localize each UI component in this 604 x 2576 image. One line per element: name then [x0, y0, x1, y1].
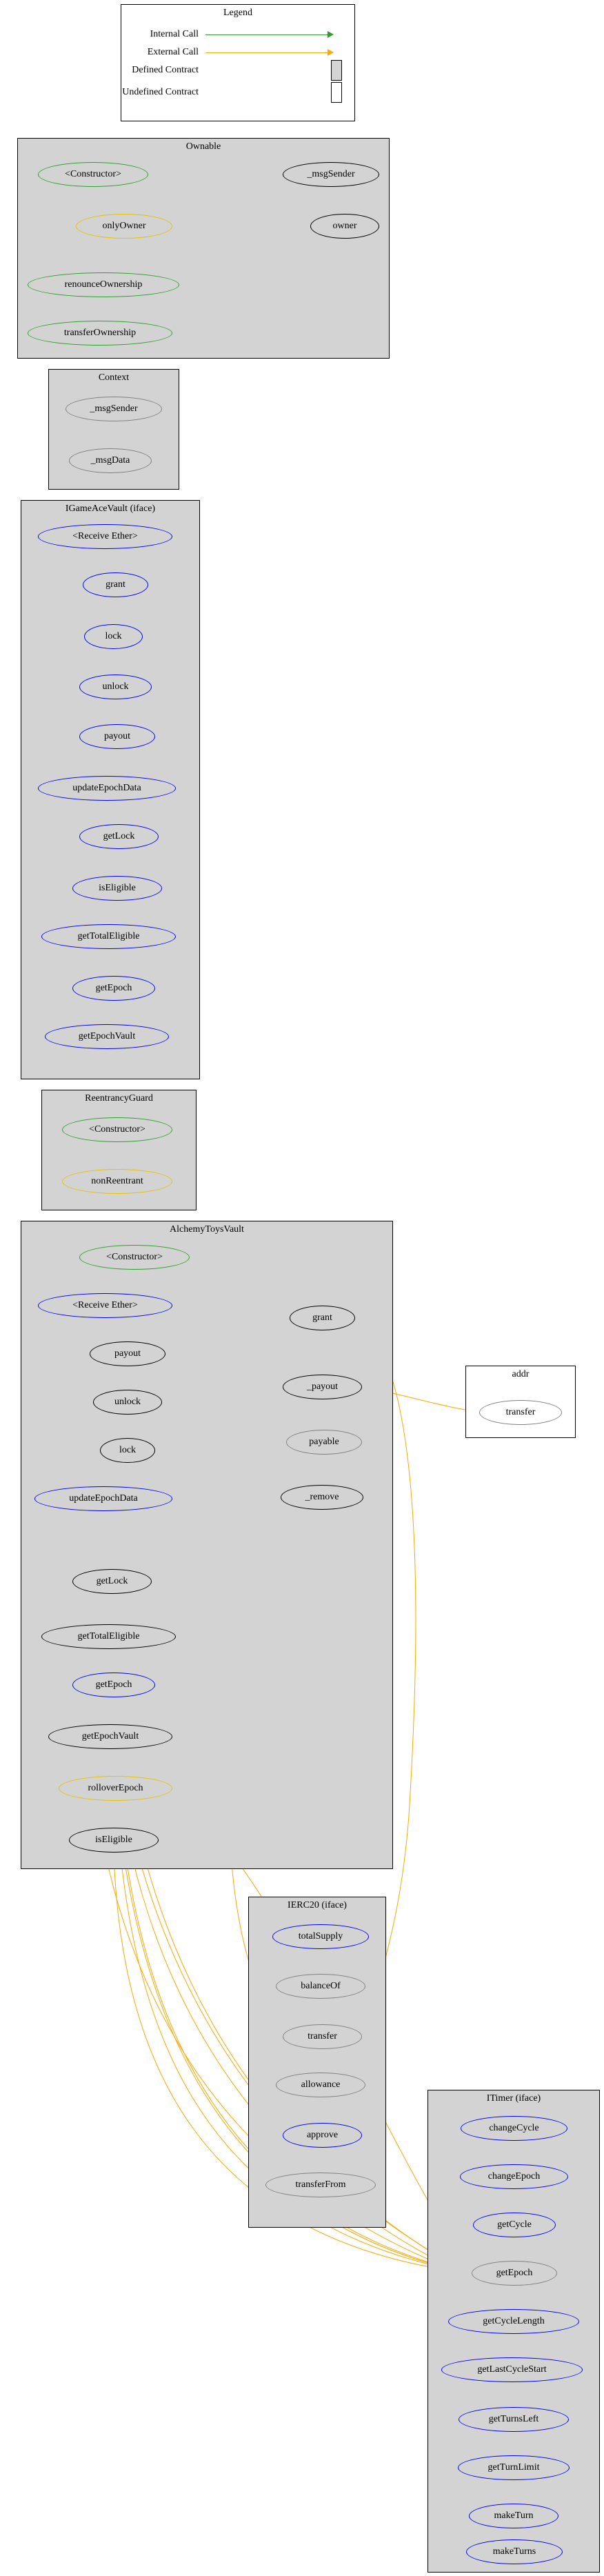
node-atv_getEpochVault: getEpochVault	[48, 1724, 172, 1749]
node-ierc_transferFrom: transferFrom	[265, 2173, 376, 2197]
legend-box: Legend Internal Call External Call Defined…	[121, 4, 355, 121]
node-atv_getEpoch: getEpoch	[72, 1673, 155, 1697]
node-ctx_msgData: _msgData	[69, 448, 152, 473]
node-atv_ctor: <Constructor>	[79, 1245, 190, 1270]
legend-arrow	[205, 34, 330, 35]
node-atv__payout: _payout	[283, 1375, 362, 1399]
node-own_msgSender: _msgSender	[283, 162, 379, 187]
node-ierc_balanceOf: balanceOf	[276, 1974, 365, 1999]
legend-row: Defined Contract	[121, 60, 354, 81]
node-iga_lock: lock	[84, 624, 143, 649]
node-it_changeCycle: changeCycle	[461, 2116, 567, 2141]
node-iga_getEpochVault: getEpochVault	[45, 1024, 169, 1049]
node-it_getLastCycleStart: getLastCycleStart	[441, 2357, 583, 2382]
cluster-title: addr	[466, 1369, 575, 1380]
cluster-title: ReentrancyGuard	[42, 1093, 196, 1104]
node-atv_updateEpoch: updateEpochData	[34, 1486, 172, 1511]
node-iga_updateEpoch: updateEpochData	[38, 776, 176, 801]
node-atv_payable: payable	[286, 1430, 362, 1455]
node-ierc_transfer: transfer	[283, 2024, 362, 2049]
cluster-title: IGameAceVault (iface)	[21, 503, 199, 515]
node-iga_payout: payout	[79, 724, 155, 749]
cluster-title: IERC20 (iface)	[249, 1900, 385, 1911]
legend-title: Legend	[121, 8, 354, 19]
node-it_getEpoch: getEpoch	[472, 2261, 557, 2286]
node-iga_unlock: unlock	[79, 675, 152, 699]
node-own_ctor: <Constructor>	[38, 162, 148, 187]
node-atv_isEligible: isEligible	[69, 1828, 159, 1853]
node-atv_receive: <Receive Ether>	[38, 1293, 172, 1318]
cluster-title: ITimer (iface)	[428, 2093, 599, 2104]
node-iga_isEligible: isEligible	[72, 876, 162, 901]
node-it_getCycle: getCycle	[473, 2213, 556, 2237]
legend-arrow	[205, 52, 330, 53]
node-atv_rolloverEpoch: rolloverEpoch	[59, 1776, 172, 1801]
node-ctx_msgSender: _msgSender	[66, 397, 162, 421]
node-atv_payout_pub: payout	[90, 1341, 165, 1366]
legend-label: Defined Contract	[121, 65, 203, 76]
node-it_getTurnLimit: getTurnLimit	[458, 2455, 570, 2480]
node-it_getTurnsLeft: getTurnsLeft	[459, 2407, 569, 2432]
node-iga_receive: <Receive Ether>	[38, 524, 172, 549]
node-own_renounce: renounceOwnership	[28, 272, 179, 297]
node-it_changeEpoch: changeEpoch	[460, 2164, 568, 2189]
node-iga_getLock: getLock	[79, 824, 159, 849]
arrowhead-icon	[328, 31, 334, 38]
node-ierc_allowance: allowance	[276, 2073, 365, 2097]
legend-label: Undefined Contract	[121, 87, 203, 98]
node-iga_getEpoch: getEpoch	[72, 976, 155, 1001]
node-rg_nonReentrant: nonReentrant	[62, 1169, 172, 1194]
node-ierc_approve: approve	[283, 2123, 362, 2148]
legend-swatch-undefined	[331, 82, 342, 103]
node-iga_grant: grant	[83, 572, 148, 597]
node-it_makeTurns: makeTurns	[466, 2539, 563, 2564]
node-atv__remove: _remove	[281, 1485, 363, 1510]
node-it_getCycleLength: getCycleLength	[448, 2309, 579, 2334]
node-atv_getTotalEligible: getTotalEligible	[41, 1624, 176, 1649]
node-addr_transfer: transfer	[479, 1400, 562, 1425]
node-own_transfer: transferOwnership	[28, 321, 172, 346]
node-atv_unlock: unlock	[93, 1390, 162, 1415]
cluster-title: Ownable	[18, 141, 389, 152]
legend-swatch-defined	[331, 60, 342, 81]
node-atv_grant: grant	[290, 1306, 355, 1330]
legend-label: External Call	[121, 47, 203, 58]
node-ierc_totalSupply: totalSupply	[272, 1924, 369, 1949]
legend-row: Undefined Contract	[121, 82, 354, 103]
node-it_makeTurn: makeTurn	[469, 2504, 558, 2528]
legend-label: Internal Call	[121, 29, 203, 40]
node-atv_lock: lock	[100, 1438, 155, 1463]
node-iga_getTotalEligible: getTotalEligible	[41, 924, 176, 949]
cluster-title: Context	[49, 372, 179, 383]
arrowhead-icon	[328, 49, 334, 56]
cluster-title: AlchemyToysVault	[21, 1224, 392, 1235]
node-atv_getLock: getLock	[72, 1569, 152, 1594]
node-own_owner: owner	[310, 214, 379, 239]
node-rg_ctor: <Constructor>	[62, 1117, 172, 1142]
node-own_onlyOwner: onlyOwner	[76, 214, 172, 239]
